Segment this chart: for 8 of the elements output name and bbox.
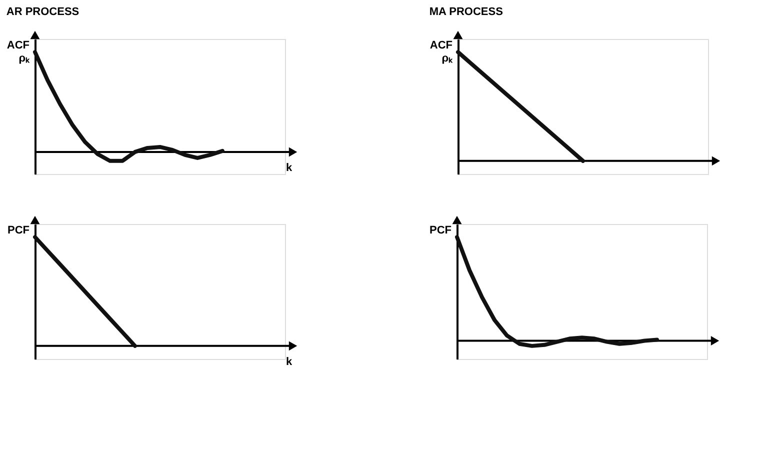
y-axis-title: PCF [8, 224, 30, 236]
y-axis-title: PCF [430, 224, 452, 236]
chart-title: AR PROCESS [6, 6, 80, 18]
x-axis-title: k [286, 162, 293, 174]
y-axis-title: ACF ρₖ [6, 40, 30, 64]
y-axis-title: ACF ρₖ [430, 40, 454, 64]
x-axis-title: k [286, 356, 293, 368]
chart-title: MA PROCESS [429, 6, 503, 18]
